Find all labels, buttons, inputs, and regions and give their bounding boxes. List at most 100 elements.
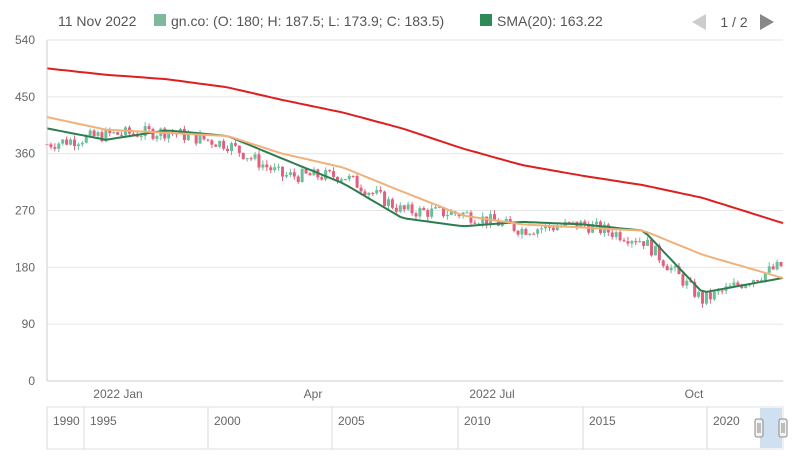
- candle-body: [249, 158, 253, 160]
- candle: [398, 202, 402, 213]
- candle-body: [708, 292, 712, 300]
- prev-page-icon[interactable]: [692, 14, 706, 30]
- candle: [257, 150, 261, 171]
- candle-body: [394, 207, 398, 212]
- navigator-tick-label: 2005: [338, 414, 365, 428]
- x-tick-label: 2022 Jan: [93, 387, 142, 401]
- candle: [685, 278, 689, 289]
- candle-body: [598, 221, 602, 233]
- navigator-tick-label: 2000: [214, 414, 241, 428]
- candle-body: [755, 280, 759, 282]
- handle-grip[interactable]: [754, 418, 764, 438]
- candle-body: [359, 187, 363, 192]
- y-axis: 0 90 180 270 360 450 540: [15, 33, 783, 388]
- candle: [218, 140, 222, 149]
- candle-body: [485, 216, 489, 225]
- candle: [697, 290, 701, 299]
- candle: [206, 139, 210, 142]
- candle: [430, 204, 434, 219]
- candle: [394, 203, 398, 215]
- candle: [583, 219, 587, 228]
- candle: [661, 259, 665, 268]
- candle-body: [206, 139, 210, 141]
- candle: [300, 166, 304, 183]
- candle-body: [100, 132, 104, 142]
- candle-body: [245, 158, 249, 160]
- candle: [265, 160, 269, 172]
- candle-body: [571, 221, 575, 223]
- candle-body: [752, 280, 756, 285]
- candle-body: [308, 173, 312, 176]
- candle-body: [551, 227, 555, 231]
- candle: [512, 223, 516, 233]
- next-page-icon[interactable]: [760, 14, 774, 30]
- navigator-selection[interactable]: [760, 408, 782, 448]
- candle: [390, 197, 394, 210]
- candle: [281, 166, 285, 181]
- candle: [328, 169, 332, 173]
- x-axis: 2022 Jan Apr 2022 Jul Oct: [93, 387, 704, 401]
- candle: [528, 233, 532, 237]
- candle-body: [88, 130, 92, 136]
- y-tick-label: 180: [15, 260, 35, 274]
- candle: [351, 175, 355, 178]
- candle-body: [763, 272, 767, 281]
- candle-body: [265, 164, 269, 168]
- candle-body: [626, 241, 630, 244]
- navigator-handle[interactable]: [778, 418, 788, 438]
- navigator-handle[interactable]: [754, 418, 764, 438]
- candle-body: [57, 143, 61, 149]
- candle-body: [449, 211, 453, 215]
- candle-body: [665, 265, 669, 271]
- candle: [540, 226, 544, 234]
- candle-body: [343, 179, 347, 181]
- candle: [720, 289, 724, 295]
- candle: [249, 156, 253, 161]
- candle-body: [634, 241, 638, 243]
- candle: [387, 196, 391, 211]
- legend-ohlc: gn.co: (O: 180; H: 187.5; L: 173.9; C: 1…: [171, 13, 445, 29]
- candle: [57, 142, 61, 153]
- sma-swatch: [480, 14, 492, 26]
- candle-body: [108, 129, 112, 134]
- handle-grip[interactable]: [778, 418, 788, 438]
- candle-body: [347, 175, 351, 180]
- candle: [434, 205, 438, 209]
- candle-body: [281, 166, 285, 177]
- candle: [347, 173, 351, 182]
- candle: [496, 218, 500, 227]
- candle-body: [284, 175, 288, 177]
- navigator-frame: [46, 406, 784, 450]
- candle: [610, 228, 614, 240]
- candle: [241, 152, 245, 160]
- candle: [536, 227, 540, 238]
- candle-body: [328, 170, 332, 172]
- candle-body: [131, 133, 135, 135]
- navigator[interactable]: 1990 1995 2000 2005 2010 2015 2020: [46, 406, 788, 450]
- candle-body: [226, 148, 230, 152]
- candle-body: [508, 218, 512, 224]
- candle: [163, 126, 167, 142]
- candle-body: [69, 139, 73, 145]
- candle: [598, 220, 602, 235]
- candle: [261, 160, 265, 171]
- candle: [229, 141, 233, 156]
- sma50-line: [46, 116, 784, 280]
- candle-body: [402, 205, 406, 210]
- candle-body: [406, 204, 410, 210]
- candle-body: [701, 292, 705, 304]
- candle-body: [716, 290, 720, 292]
- candle-body: [288, 172, 292, 176]
- y-tick-label: 270: [15, 204, 35, 218]
- candle: [233, 140, 237, 147]
- candle-body: [732, 282, 736, 286]
- candle-body: [646, 239, 650, 246]
- candle-body: [744, 284, 748, 288]
- navigator-tick-label: 2020: [713, 414, 740, 428]
- candle-body: [300, 168, 304, 182]
- candle-body: [186, 133, 190, 141]
- candle-body: [96, 132, 100, 136]
- candle-body: [524, 228, 528, 235]
- candle-body: [669, 267, 673, 271]
